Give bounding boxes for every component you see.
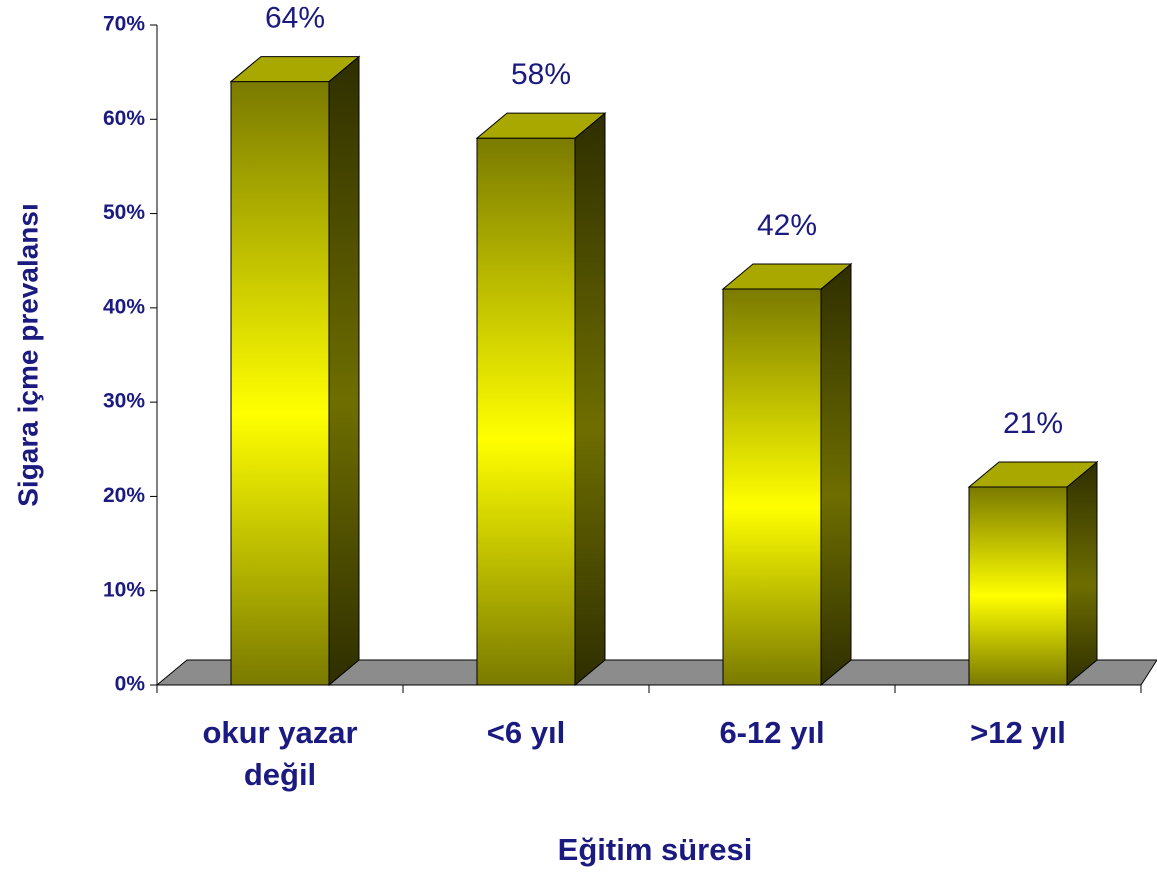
bar-side (1066, 460, 1098, 687)
value-label: 42% (757, 209, 817, 242)
x-tick-label: >12 yıl (970, 715, 1066, 750)
bar-side (328, 55, 360, 687)
y-tick-label: 70% (103, 13, 145, 36)
x-tick-label: <6 yıl (486, 715, 566, 750)
bar (476, 137, 576, 686)
y-tick-label: 20% (103, 484, 145, 507)
y-tick-label: 50% (103, 201, 145, 224)
bar (230, 81, 330, 686)
x-tick-label: okur yazar değil (202, 715, 358, 792)
bar-top (721, 263, 853, 290)
value-label: 21% (1003, 407, 1063, 440)
value-label: 58% (511, 58, 571, 91)
y-tick-label: 60% (103, 107, 145, 130)
y-axis-title: Sigara içme prevalansı (12, 203, 43, 507)
y-tick-label: 0% (115, 673, 146, 696)
bar-top (475, 112, 607, 139)
bar-top (229, 56, 361, 83)
bar (968, 486, 1068, 686)
y-tick-label: 30% (103, 390, 145, 413)
y-tick-label: 10% (103, 578, 145, 601)
bar-side (574, 112, 606, 687)
bar-top (967, 461, 1099, 488)
x-axis-title: Eğitim süresi (558, 832, 753, 867)
bar-side (820, 262, 852, 687)
value-label: 64% (265, 1, 325, 34)
x-tick-label: 6-12 yıl (719, 715, 825, 750)
bar (722, 288, 822, 686)
y-tick-label: 40% (103, 295, 145, 318)
